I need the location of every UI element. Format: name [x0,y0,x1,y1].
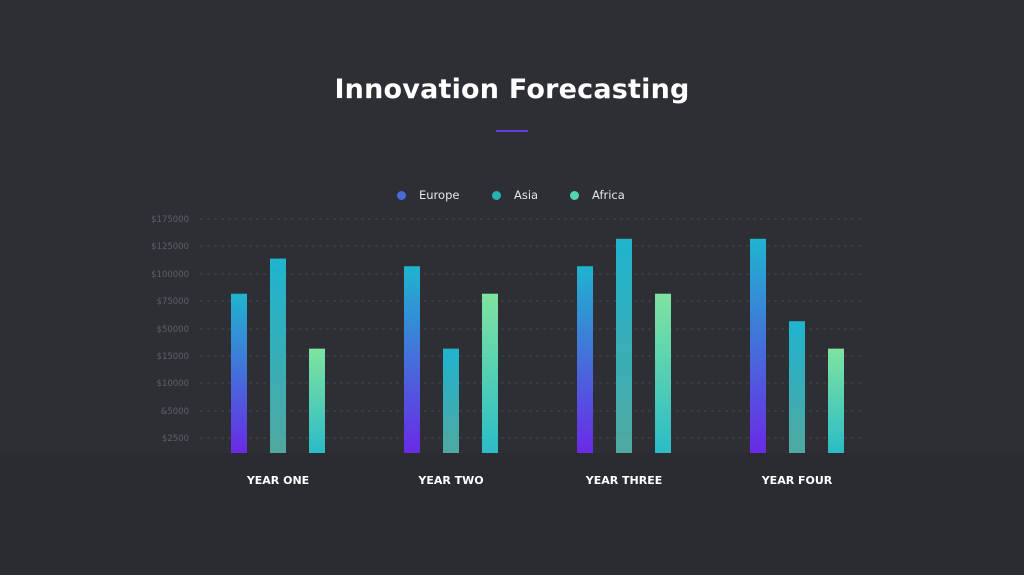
bar-asia-4 [789,321,805,453]
y-tick-label: $15000 [157,352,189,362]
y-tick-label: $10000 [157,379,189,389]
y-axis-ticks: $175000 $125000 $100000 $75000 $50000 $15000 $… [151,215,189,444]
bar-asia-1 [270,258,286,453]
legend-dot-europe [397,190,406,200]
bar-africa-2 [482,293,498,453]
bars [231,238,844,453]
y-tick-label: $75000 [157,297,189,307]
title-underline [496,130,528,132]
bar-africa-1 [309,348,325,453]
legend-dot-africa [570,190,579,200]
x-tick-label: YEAR TWO [417,474,483,487]
y-tick-label: $175000 [151,215,189,225]
x-tick-label: YEAR FOUR [761,474,833,487]
legend-label-africa: Africa [592,188,625,202]
bar-asia-2 [443,348,459,453]
legend-item-africa: Africa [570,186,625,204]
grid-lines [200,218,862,439]
x-tick-label: YEAR THREE [585,474,663,487]
bar-asia-3 [616,238,632,453]
bar-africa-3 [655,293,671,453]
chart-legend: Europe Asia Africa [0,186,1024,206]
legend-item-europe: Europe [397,186,459,204]
y-tick-label: $2500 [162,434,189,444]
x-axis-ticks: YEAR ONE YEAR TWO YEAR THREE YEAR FOUR [246,474,833,487]
y-tick-label: $100000 [151,270,189,280]
page-title: Innovation Forecasting [334,74,690,105]
bar-europe-4 [750,238,766,453]
legend-dot-asia [492,190,501,200]
legend-label-asia: Asia [514,188,539,202]
legend-item-asia: Asia [492,186,538,204]
y-tick-label: &5000 [161,407,189,417]
y-tick-label: $50000 [157,325,189,335]
bar-europe-3 [577,266,593,453]
bar-europe-2 [404,266,420,453]
y-tick-label: $125000 [151,242,189,252]
bar-africa-4 [828,348,844,453]
bar-europe-1 [231,293,247,453]
x-tick-label: YEAR ONE [246,474,309,487]
legend-label-europe: Europe [419,188,460,202]
x-axis-band [0,453,1024,575]
